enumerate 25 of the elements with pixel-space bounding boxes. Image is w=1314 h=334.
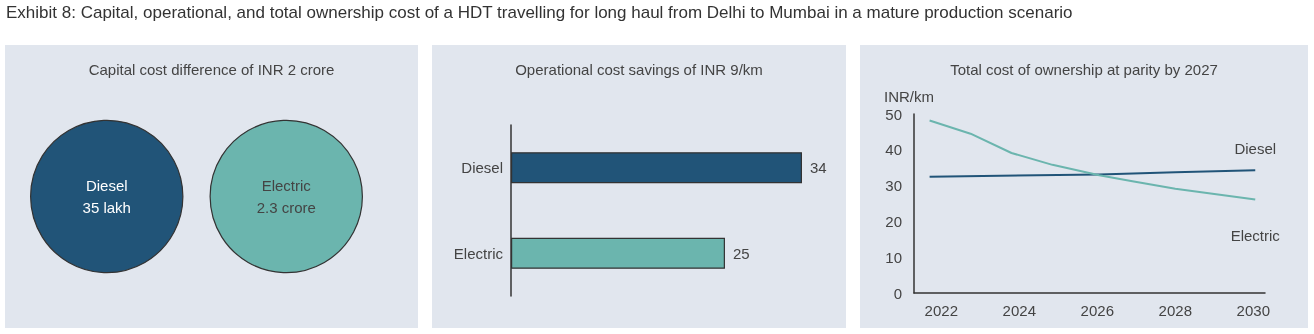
chart-title: Total cost of ownership at parity by 2027 [950, 61, 1218, 78]
y-tick-label: 50 [885, 105, 902, 123]
data-label: 34 [810, 159, 827, 177]
text: 2.3 crore [256, 199, 316, 216]
text: Electric [1230, 226, 1281, 244]
x-tick-label: 2026 [1080, 302, 1114, 319]
text: Exhibit 8: Capital, operational, and total ownership cost of a HDT travelling for long haul from Delhi to Mumbai in a mature production scenario [6, 3, 1073, 23]
data-label: 25 [732, 244, 750, 262]
series-label: Diesel [1234, 140, 1277, 158]
y-tick-label: 0 [893, 284, 902, 302]
y-tick-label: 30 [885, 177, 902, 195]
x-tick-label: 2028 [1158, 302, 1192, 319]
y-tick-label: 40 [885, 141, 902, 159]
text: 35 lakh [82, 199, 131, 216]
y-axis-title: INR/km [884, 88, 934, 105]
category-label: Electric [261, 177, 312, 194]
x-tick-label: 2024 [1002, 302, 1036, 319]
category-label: Diesel [85, 177, 128, 194]
x-tick-label: 2022 [924, 302, 958, 319]
text: Capital cost difference of INR 2 crore [88, 61, 335, 78]
y-tick-label: 10 [885, 248, 902, 266]
x-tick-label: 2030 [1236, 302, 1270, 319]
line-series [928, 169, 1257, 178]
y-tick-label: 20 [885, 212, 902, 230]
chart-title: Operational cost savings of INR 9/km [515, 61, 763, 78]
